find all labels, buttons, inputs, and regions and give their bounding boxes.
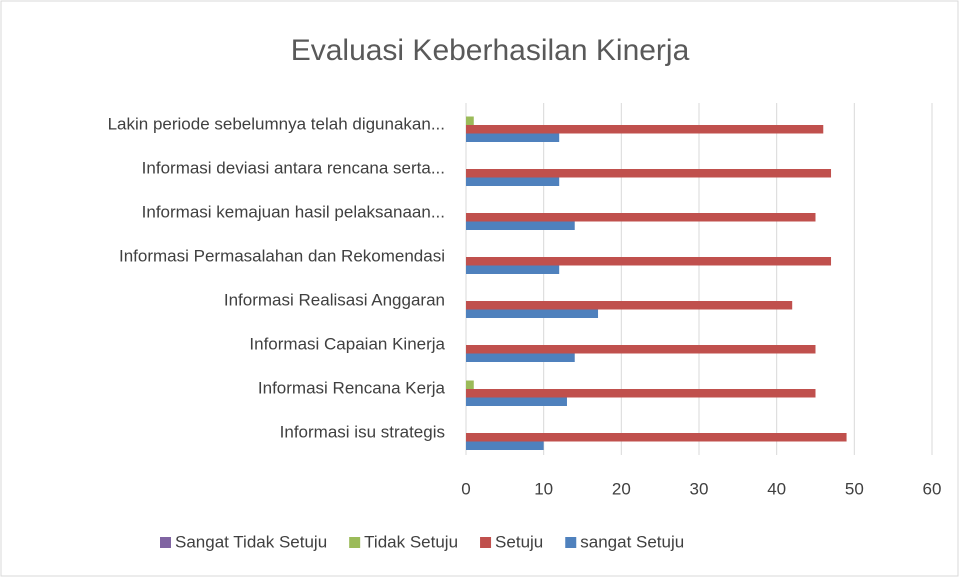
y-tick-label: Informasi Capaian Kinerja — [249, 334, 445, 353]
legend-swatch — [160, 537, 171, 548]
bar — [466, 389, 816, 398]
legend-swatch — [349, 537, 361, 548]
bar — [466, 257, 832, 266]
legend-swatch — [565, 537, 577, 548]
bar — [466, 265, 560, 274]
x-tick-label: 30 — [690, 479, 709, 498]
bar — [466, 301, 793, 310]
x-tick-label: 60 — [923, 479, 942, 498]
legend-swatch — [480, 537, 492, 548]
x-tick-label: 50 — [845, 479, 864, 498]
y-tick-label: Informasi kemajuan hasil pelaksanaan... — [142, 202, 445, 221]
bar — [466, 213, 816, 222]
bar — [466, 177, 560, 186]
y-tick-label: Lakin periode sebelumnya telah digunakan… — [108, 114, 445, 133]
bar — [466, 125, 824, 134]
bar — [466, 116, 474, 125]
bar — [466, 221, 575, 230]
bar — [466, 345, 816, 354]
legend-label: Setuju — [495, 532, 543, 551]
x-tick-label: 20 — [612, 479, 631, 498]
bar — [466, 380, 474, 389]
bar — [466, 169, 832, 178]
legend-label: Tidak Setuju — [364, 532, 458, 551]
bar — [466, 309, 599, 318]
bar — [466, 441, 544, 450]
bar — [466, 133, 560, 142]
bar — [466, 353, 575, 362]
y-tick-label: Informasi Rencana Kerja — [258, 378, 446, 397]
bar — [466, 397, 567, 406]
x-tick-label: 10 — [534, 479, 553, 498]
y-tick-label: Informasi deviasi antara rencana serta..… — [142, 158, 445, 177]
y-tick-label: Informasi isu strategis — [280, 422, 445, 441]
x-tick-label: 40 — [767, 479, 786, 498]
legend-label: sangat Setuju — [580, 532, 684, 551]
legend-label: Sangat Tidak Setuju — [175, 532, 327, 551]
x-tick-label: 0 — [461, 479, 470, 498]
y-tick-label: Informasi Realisasi Anggaran — [224, 290, 445, 309]
y-tick-label: Informasi Permasalahan dan Rekomendasi — [119, 246, 445, 265]
chart-title: Evaluasi Keberhasilan Kinerja — [291, 34, 690, 67]
bar — [466, 433, 847, 442]
